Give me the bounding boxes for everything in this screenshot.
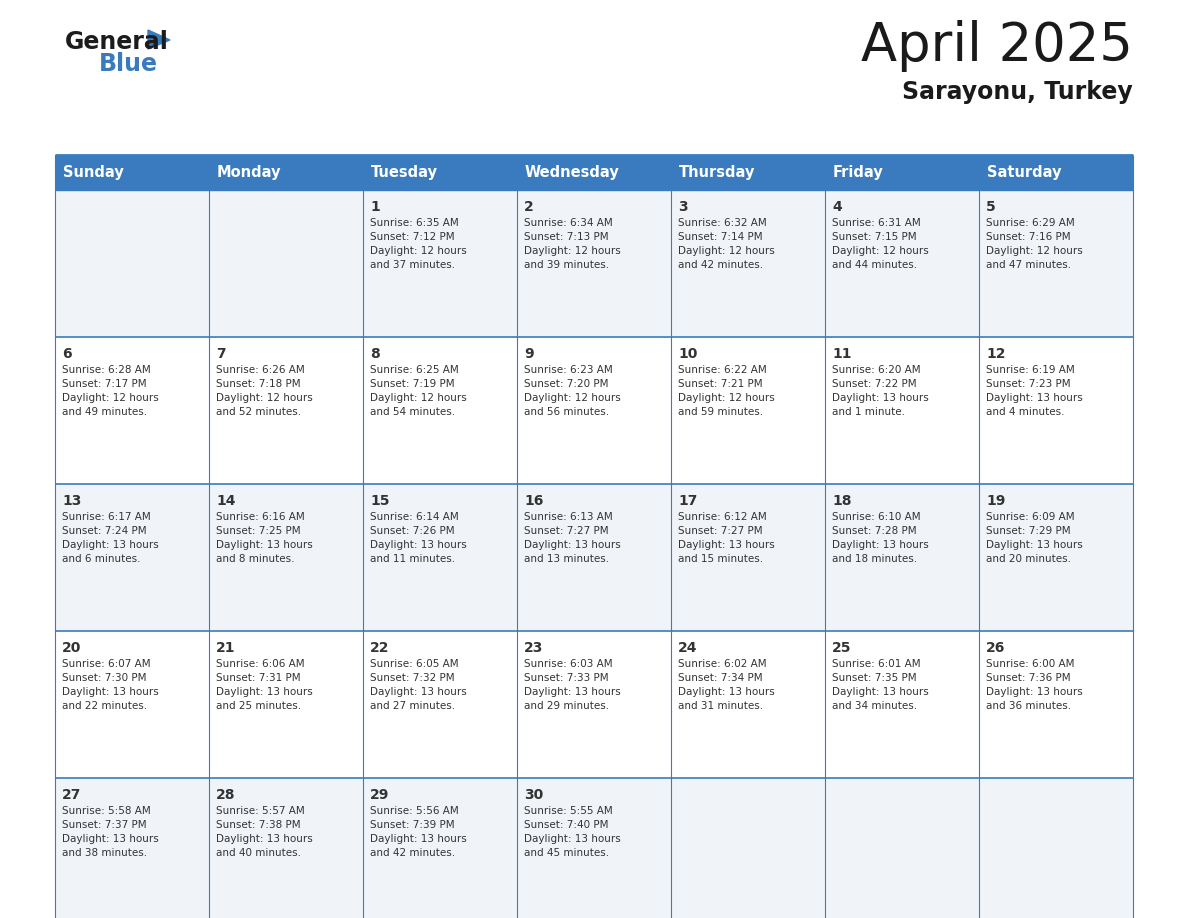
Text: Sunrise: 6:00 AM
Sunset: 7:36 PM
Daylight: 13 hours
and 36 minutes.: Sunrise: 6:00 AM Sunset: 7:36 PM Dayligh… — [986, 659, 1082, 711]
Text: 25: 25 — [832, 641, 852, 655]
Text: Sunrise: 6:29 AM
Sunset: 7:16 PM
Daylight: 12 hours
and 47 minutes.: Sunrise: 6:29 AM Sunset: 7:16 PM Dayligh… — [986, 218, 1082, 270]
Bar — [55, 631, 1133, 778]
Text: Sunrise: 6:01 AM
Sunset: 7:35 PM
Daylight: 13 hours
and 34 minutes.: Sunrise: 6:01 AM Sunset: 7:35 PM Dayligh… — [832, 659, 929, 711]
Text: Sunrise: 6:26 AM
Sunset: 7:18 PM
Daylight: 12 hours
and 52 minutes.: Sunrise: 6:26 AM Sunset: 7:18 PM Dayligh… — [216, 365, 312, 417]
Text: General: General — [65, 30, 169, 54]
Text: 22: 22 — [369, 641, 390, 655]
Text: Sunrise: 5:55 AM
Sunset: 7:40 PM
Daylight: 13 hours
and 45 minutes.: Sunrise: 5:55 AM Sunset: 7:40 PM Dayligh… — [524, 806, 621, 858]
Text: Wednesday: Wednesday — [525, 165, 620, 180]
Bar — [55, 155, 209, 190]
Text: 26: 26 — [986, 641, 1005, 655]
Text: Saturday: Saturday — [987, 165, 1062, 180]
Text: 1: 1 — [369, 200, 380, 214]
Bar — [979, 155, 1133, 190]
Text: 18: 18 — [832, 494, 852, 508]
Text: 23: 23 — [524, 641, 543, 655]
Text: Sunrise: 6:14 AM
Sunset: 7:26 PM
Daylight: 13 hours
and 11 minutes.: Sunrise: 6:14 AM Sunset: 7:26 PM Dayligh… — [369, 512, 467, 564]
Bar — [55, 337, 1133, 484]
Bar — [55, 484, 1133, 631]
Text: 19: 19 — [986, 494, 1005, 508]
Text: Sunrise: 6:32 AM
Sunset: 7:14 PM
Daylight: 12 hours
and 42 minutes.: Sunrise: 6:32 AM Sunset: 7:14 PM Dayligh… — [678, 218, 775, 270]
Text: Sunrise: 6:12 AM
Sunset: 7:27 PM
Daylight: 13 hours
and 15 minutes.: Sunrise: 6:12 AM Sunset: 7:27 PM Dayligh… — [678, 512, 775, 564]
Text: Sunrise: 6:13 AM
Sunset: 7:27 PM
Daylight: 13 hours
and 13 minutes.: Sunrise: 6:13 AM Sunset: 7:27 PM Dayligh… — [524, 512, 621, 564]
Text: Sunrise: 6:35 AM
Sunset: 7:12 PM
Daylight: 12 hours
and 37 minutes.: Sunrise: 6:35 AM Sunset: 7:12 PM Dayligh… — [369, 218, 467, 270]
Text: 12: 12 — [986, 347, 1005, 361]
Text: Sunrise: 6:34 AM
Sunset: 7:13 PM
Daylight: 12 hours
and 39 minutes.: Sunrise: 6:34 AM Sunset: 7:13 PM Dayligh… — [524, 218, 621, 270]
Text: 20: 20 — [62, 641, 81, 655]
Text: 28: 28 — [216, 788, 235, 802]
Bar — [209, 155, 364, 190]
Bar — [55, 778, 1133, 918]
Text: Friday: Friday — [833, 165, 884, 180]
Text: Sunrise: 6:07 AM
Sunset: 7:30 PM
Daylight: 13 hours
and 22 minutes.: Sunrise: 6:07 AM Sunset: 7:30 PM Dayligh… — [62, 659, 159, 711]
Text: Sunrise: 6:10 AM
Sunset: 7:28 PM
Daylight: 13 hours
and 18 minutes.: Sunrise: 6:10 AM Sunset: 7:28 PM Dayligh… — [832, 512, 929, 564]
Text: 14: 14 — [216, 494, 235, 508]
Text: Sunrise: 6:23 AM
Sunset: 7:20 PM
Daylight: 12 hours
and 56 minutes.: Sunrise: 6:23 AM Sunset: 7:20 PM Dayligh… — [524, 365, 621, 417]
Text: Sunrise: 5:58 AM
Sunset: 7:37 PM
Daylight: 13 hours
and 38 minutes.: Sunrise: 5:58 AM Sunset: 7:37 PM Dayligh… — [62, 806, 159, 858]
Text: 17: 17 — [678, 494, 697, 508]
Text: Sunrise: 6:17 AM
Sunset: 7:24 PM
Daylight: 13 hours
and 6 minutes.: Sunrise: 6:17 AM Sunset: 7:24 PM Dayligh… — [62, 512, 159, 564]
Text: Sunrise: 6:22 AM
Sunset: 7:21 PM
Daylight: 12 hours
and 59 minutes.: Sunrise: 6:22 AM Sunset: 7:21 PM Dayligh… — [678, 365, 775, 417]
Text: 6: 6 — [62, 347, 71, 361]
Text: 9: 9 — [524, 347, 533, 361]
Text: Tuesday: Tuesday — [371, 165, 438, 180]
Text: 11: 11 — [832, 347, 852, 361]
Text: Sunrise: 6:06 AM
Sunset: 7:31 PM
Daylight: 13 hours
and 25 minutes.: Sunrise: 6:06 AM Sunset: 7:31 PM Dayligh… — [216, 659, 312, 711]
Text: 4: 4 — [832, 200, 842, 214]
Text: 8: 8 — [369, 347, 380, 361]
Bar — [364, 155, 517, 190]
Text: Sunrise: 6:05 AM
Sunset: 7:32 PM
Daylight: 13 hours
and 27 minutes.: Sunrise: 6:05 AM Sunset: 7:32 PM Dayligh… — [369, 659, 467, 711]
Text: Sunrise: 6:03 AM
Sunset: 7:33 PM
Daylight: 13 hours
and 29 minutes.: Sunrise: 6:03 AM Sunset: 7:33 PM Dayligh… — [524, 659, 621, 711]
Bar — [671, 155, 824, 190]
Text: Monday: Monday — [217, 165, 282, 180]
Text: Sunrise: 5:57 AM
Sunset: 7:38 PM
Daylight: 13 hours
and 40 minutes.: Sunrise: 5:57 AM Sunset: 7:38 PM Dayligh… — [216, 806, 312, 858]
Text: Sunrise: 6:19 AM
Sunset: 7:23 PM
Daylight: 13 hours
and 4 minutes.: Sunrise: 6:19 AM Sunset: 7:23 PM Dayligh… — [986, 365, 1082, 417]
Text: Sunrise: 6:09 AM
Sunset: 7:29 PM
Daylight: 13 hours
and 20 minutes.: Sunrise: 6:09 AM Sunset: 7:29 PM Dayligh… — [986, 512, 1082, 564]
Text: Sunrise: 6:25 AM
Sunset: 7:19 PM
Daylight: 12 hours
and 54 minutes.: Sunrise: 6:25 AM Sunset: 7:19 PM Dayligh… — [369, 365, 467, 417]
Text: 24: 24 — [678, 641, 697, 655]
Bar — [55, 190, 1133, 337]
Text: 16: 16 — [524, 494, 543, 508]
Bar — [824, 155, 979, 190]
Text: Sunrise: 6:16 AM
Sunset: 7:25 PM
Daylight: 13 hours
and 8 minutes.: Sunrise: 6:16 AM Sunset: 7:25 PM Dayligh… — [216, 512, 312, 564]
Text: Thursday: Thursday — [680, 165, 756, 180]
Text: April 2025: April 2025 — [861, 20, 1133, 72]
Text: 21: 21 — [216, 641, 235, 655]
Text: 15: 15 — [369, 494, 390, 508]
Text: Sunrise: 6:20 AM
Sunset: 7:22 PM
Daylight: 13 hours
and 1 minute.: Sunrise: 6:20 AM Sunset: 7:22 PM Dayligh… — [832, 365, 929, 417]
Text: 10: 10 — [678, 347, 697, 361]
Text: 2: 2 — [524, 200, 533, 214]
Text: Sunrise: 5:56 AM
Sunset: 7:39 PM
Daylight: 13 hours
and 42 minutes.: Sunrise: 5:56 AM Sunset: 7:39 PM Dayligh… — [369, 806, 467, 858]
Text: 29: 29 — [369, 788, 390, 802]
Text: Sarayonu, Turkey: Sarayonu, Turkey — [902, 80, 1133, 104]
Text: 30: 30 — [524, 788, 543, 802]
Text: 3: 3 — [678, 200, 688, 214]
Polygon shape — [148, 30, 170, 49]
Text: Sunrise: 6:28 AM
Sunset: 7:17 PM
Daylight: 12 hours
and 49 minutes.: Sunrise: 6:28 AM Sunset: 7:17 PM Dayligh… — [62, 365, 159, 417]
Text: Sunrise: 6:02 AM
Sunset: 7:34 PM
Daylight: 13 hours
and 31 minutes.: Sunrise: 6:02 AM Sunset: 7:34 PM Dayligh… — [678, 659, 775, 711]
Text: 5: 5 — [986, 200, 996, 214]
Text: 13: 13 — [62, 494, 81, 508]
Text: 27: 27 — [62, 788, 81, 802]
Bar — [517, 155, 671, 190]
Text: 7: 7 — [216, 347, 226, 361]
Text: Sunday: Sunday — [63, 165, 124, 180]
Text: Sunrise: 6:31 AM
Sunset: 7:15 PM
Daylight: 12 hours
and 44 minutes.: Sunrise: 6:31 AM Sunset: 7:15 PM Dayligh… — [832, 218, 929, 270]
Text: Blue: Blue — [99, 52, 158, 76]
